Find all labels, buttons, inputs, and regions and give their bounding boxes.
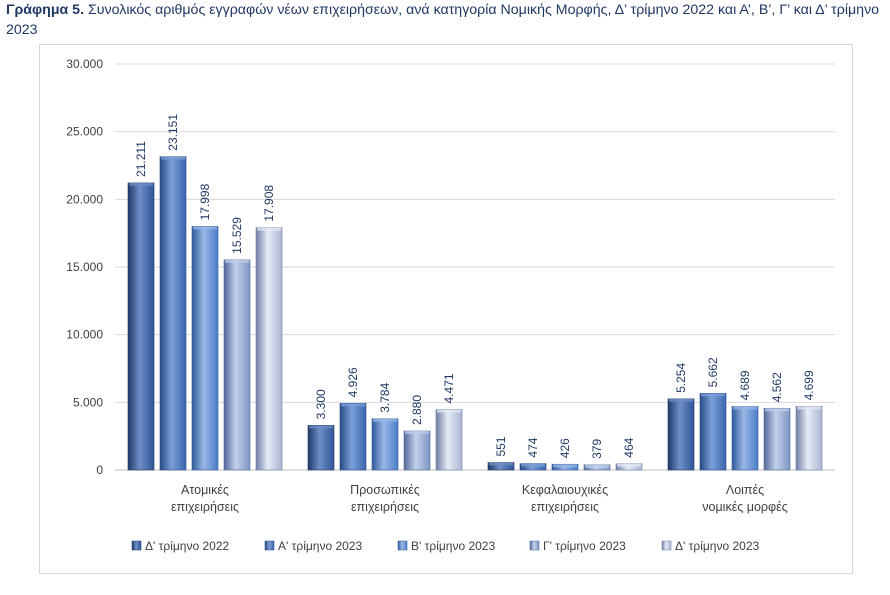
legend-swatch — [529, 540, 540, 551]
bar-bevel — [341, 403, 365, 407]
data-label: 379 — [590, 439, 604, 459]
category-label: Κεφαλαιουχικές — [522, 483, 608, 497]
bar-bevel — [225, 259, 249, 263]
category-label: Προσωπικές — [350, 483, 420, 497]
gridlines — [115, 63, 835, 471]
category-label: Λοιπές — [726, 483, 764, 497]
data-label: 5.254 — [674, 363, 688, 393]
data-label: 4.926 — [346, 367, 360, 397]
data-label: 15.529 — [230, 217, 244, 254]
bar — [223, 259, 251, 471]
legend-label: Α' τρίμηνο 2023 — [278, 539, 362, 553]
legend-label: Δ' τρίμηνο 2023 — [675, 539, 759, 553]
data-label: 17.998 — [198, 183, 212, 220]
bar-bevel — [489, 462, 513, 466]
y-tick-label: 25.000 — [66, 125, 103, 139]
bar — [255, 227, 283, 471]
bar-bevel — [521, 463, 545, 467]
x-axis: Ατομικές επιχειρήσεις Προσωπικές επιχειρήσε… — [171, 483, 788, 514]
bar — [127, 182, 155, 471]
legend-swatch — [397, 540, 408, 551]
bar — [371, 418, 399, 471]
data-labels: 21.211 23.151 17.998 15.529 17.908 3.300 4.926… — [134, 114, 816, 459]
bar-bevel — [405, 431, 429, 435]
y-axis: 0 5.000 10.000 15.000 20.000 25.000 30.000 — [66, 57, 103, 477]
legend-label: Δ' τρίμηνο 2022 — [145, 539, 229, 553]
data-label: 4.471 — [442, 373, 456, 403]
bar-bevel — [257, 227, 281, 231]
bar — [435, 409, 463, 471]
category-label: Ατομικές — [181, 483, 229, 497]
bar — [699, 393, 727, 471]
data-label: 3.300 — [314, 389, 328, 419]
data-label: 4.562 — [770, 372, 784, 402]
legend-swatch — [131, 540, 142, 551]
data-label: 4.689 — [738, 370, 752, 400]
legend-label: Γ' τρίμηνο 2023 — [543, 539, 626, 553]
caption-text: Συνολικός αριθμός εγγραφών νέων επιχειρή… — [6, 2, 880, 38]
bar-bevel — [669, 398, 693, 402]
bar-bevel — [193, 226, 217, 230]
y-tick-label: 20.000 — [66, 192, 103, 206]
bar-bevel — [161, 156, 185, 160]
y-tick-label: 0 — [96, 463, 103, 477]
data-label: 21.211 — [134, 141, 148, 177]
bar-bevel — [617, 463, 641, 467]
bar — [403, 430, 431, 471]
bar — [731, 406, 759, 471]
y-tick-label: 30.000 — [66, 57, 103, 71]
data-label: 4.699 — [802, 370, 816, 400]
data-label: 426 — [558, 438, 572, 458]
data-label: 2.880 — [410, 395, 424, 425]
data-label: 23.151 — [166, 114, 180, 151]
bar-bevel — [309, 425, 333, 429]
bar-bevel — [765, 408, 789, 412]
legend-swatch — [264, 540, 275, 551]
y-tick-label: 15.000 — [66, 260, 103, 274]
bar-bevel — [437, 409, 461, 413]
data-label: 464 — [622, 437, 636, 457]
data-label: 5.662 — [706, 357, 720, 387]
data-label: 474 — [526, 437, 540, 457]
bar-chart: 0 5.000 10.000 15.000 20.000 25.000 30.000 21.… — [66, 57, 835, 553]
bar — [339, 403, 367, 471]
bar-bevel — [701, 393, 725, 397]
bar-bevel — [129, 182, 153, 186]
bar-bevel — [373, 418, 397, 422]
chart-frame: 0 5.000 10.000 15.000 20.000 25.000 30.000 21.… — [39, 44, 853, 574]
data-label: 3.784 — [378, 382, 392, 412]
bars — [127, 156, 823, 471]
data-label: 17.908 — [262, 185, 276, 222]
legend: Δ' τρίμηνο 2022 Α' τρίμηνο 2023 Β' τρίμηνο… — [131, 539, 759, 553]
category-label: επιχειρήσεις — [531, 500, 599, 514]
bar — [159, 156, 187, 471]
y-tick-label: 10.000 — [66, 328, 103, 342]
bar — [307, 425, 335, 471]
bar — [667, 398, 695, 471]
chart-caption: Γράφημα 5. Συνολικός αριθμός εγγραφών νέ… — [6, 0, 886, 40]
data-label: 551 — [494, 436, 508, 456]
category-label: επιχειρήσεις — [171, 500, 239, 514]
bar-bevel — [797, 406, 821, 410]
bar-bevel — [733, 406, 757, 410]
legend-label: Β' τρίμηνο 2023 — [411, 539, 495, 553]
bar-bevel — [585, 464, 609, 468]
category-label: επιχειρήσεις — [351, 500, 419, 514]
legend-swatch — [661, 540, 672, 551]
bar — [763, 407, 791, 471]
bar-bevel — [553, 464, 577, 468]
bar — [191, 226, 219, 471]
category-label: νομικές μορφές — [702, 500, 787, 514]
y-tick-label: 5.000 — [73, 395, 103, 409]
caption-prefix: Γράφημα 5. — [6, 2, 85, 18]
bar — [795, 406, 823, 471]
